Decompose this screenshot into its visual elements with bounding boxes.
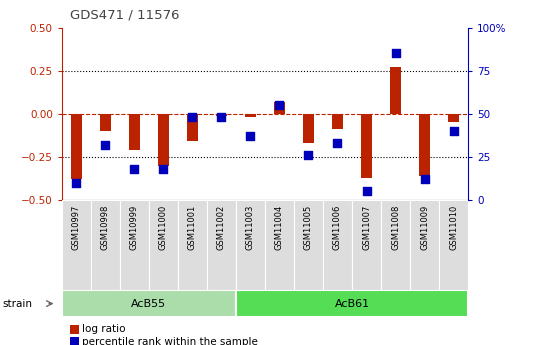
Bar — [62, 200, 91, 290]
Point — [275, 102, 284, 108]
Point — [72, 180, 81, 186]
Text: strain: strain — [3, 299, 33, 308]
Bar — [158, 114, 169, 166]
Bar — [360, 114, 372, 178]
Point — [362, 189, 371, 194]
Bar — [207, 200, 236, 290]
Point — [188, 115, 197, 120]
Text: GSM11002: GSM11002 — [217, 205, 226, 250]
Point — [304, 152, 313, 158]
Point — [159, 166, 168, 172]
Point — [217, 115, 226, 120]
Text: GSM11010: GSM11010 — [449, 205, 458, 250]
Bar — [390, 67, 401, 114]
Bar — [323, 200, 352, 290]
Point — [246, 134, 255, 139]
Bar — [236, 290, 468, 317]
Bar — [120, 200, 149, 290]
Bar — [294, 200, 323, 290]
Bar — [216, 114, 227, 116]
Bar — [352, 200, 381, 290]
Text: GSM11003: GSM11003 — [246, 205, 255, 250]
Bar — [129, 114, 140, 150]
Bar — [187, 114, 198, 141]
Text: AcB55: AcB55 — [131, 299, 166, 308]
Text: GSM11009: GSM11009 — [420, 205, 429, 250]
Bar — [332, 114, 343, 129]
Bar — [265, 200, 294, 290]
Point — [420, 177, 429, 182]
Bar — [381, 200, 410, 290]
Bar — [91, 200, 120, 290]
Text: GSM11001: GSM11001 — [188, 205, 197, 250]
Bar — [70, 114, 82, 179]
Text: GSM10999: GSM10999 — [130, 205, 139, 250]
Text: GSM10997: GSM10997 — [72, 205, 81, 250]
Text: GSM11008: GSM11008 — [391, 205, 400, 250]
Bar — [245, 114, 256, 117]
Text: AcB61: AcB61 — [335, 299, 370, 308]
Bar — [419, 114, 430, 176]
Bar — [100, 114, 111, 131]
Point — [101, 142, 110, 148]
Text: GDS471 / 11576: GDS471 / 11576 — [70, 9, 180, 22]
Point — [391, 51, 400, 56]
Point — [130, 166, 139, 172]
Text: GSM11005: GSM11005 — [304, 205, 313, 250]
Text: GSM10998: GSM10998 — [101, 205, 110, 250]
Text: GSM11006: GSM11006 — [333, 205, 342, 250]
Bar — [274, 102, 285, 114]
Bar — [62, 290, 236, 317]
Point — [333, 140, 342, 146]
Text: percentile rank within the sample: percentile rank within the sample — [82, 337, 258, 345]
Bar — [448, 114, 459, 122]
Bar — [303, 114, 314, 143]
Point — [449, 128, 458, 134]
Bar — [149, 200, 178, 290]
Bar — [439, 200, 468, 290]
Text: GSM11007: GSM11007 — [362, 205, 371, 250]
Text: log ratio: log ratio — [82, 325, 125, 334]
Bar — [236, 200, 265, 290]
Text: GSM11000: GSM11000 — [159, 205, 168, 250]
Bar — [410, 200, 439, 290]
Text: GSM11004: GSM11004 — [275, 205, 284, 250]
Bar — [178, 200, 207, 290]
